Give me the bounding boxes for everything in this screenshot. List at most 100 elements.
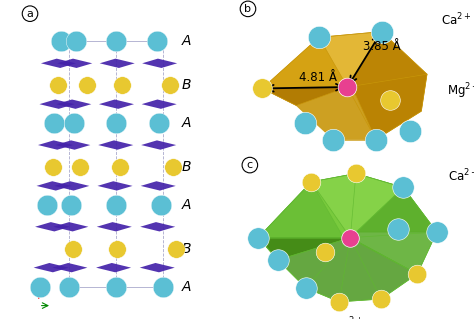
Point	[112, 39, 120, 44]
Text: A: A	[182, 280, 191, 293]
Point	[83, 83, 91, 88]
Polygon shape	[311, 174, 403, 238]
Text: A: A	[182, 116, 191, 130]
Polygon shape	[258, 238, 417, 302]
Point	[386, 97, 394, 102]
Point	[344, 85, 351, 90]
Polygon shape	[262, 37, 347, 88]
Point	[302, 286, 310, 291]
Point	[68, 202, 75, 207]
Polygon shape	[97, 222, 132, 232]
Polygon shape	[55, 140, 91, 150]
Polygon shape	[140, 222, 175, 232]
Point	[378, 29, 385, 34]
Point	[346, 235, 354, 240]
Point	[36, 284, 44, 289]
Point	[258, 86, 266, 91]
Polygon shape	[39, 100, 74, 109]
Polygon shape	[258, 238, 350, 260]
Polygon shape	[262, 74, 427, 140]
Point	[76, 164, 84, 169]
Point	[69, 246, 77, 251]
Polygon shape	[99, 100, 134, 109]
Text: b: b	[245, 4, 252, 14]
Point	[377, 297, 385, 302]
Polygon shape	[258, 182, 350, 238]
Point	[43, 202, 51, 207]
Polygon shape	[35, 222, 70, 232]
Point	[116, 164, 124, 169]
Text: B: B	[182, 242, 191, 256]
Polygon shape	[262, 87, 347, 106]
Text: A: A	[182, 198, 191, 212]
Point	[255, 235, 262, 240]
Polygon shape	[262, 32, 427, 88]
Polygon shape	[98, 140, 133, 150]
Point	[157, 202, 164, 207]
Text: 3.85 Å: 3.85 Å	[363, 40, 401, 53]
Polygon shape	[140, 263, 175, 272]
Point	[70, 121, 77, 126]
Point	[155, 121, 163, 126]
Text: A: A	[182, 34, 191, 48]
Polygon shape	[34, 263, 69, 272]
Point	[433, 230, 441, 235]
Point	[308, 179, 315, 184]
Point	[169, 164, 177, 169]
Text: B: B	[182, 160, 191, 174]
Text: Ca$^{2+}$: Ca$^{2+}$	[448, 168, 474, 185]
Polygon shape	[41, 59, 76, 68]
Point	[112, 284, 120, 289]
Polygon shape	[350, 188, 437, 274]
Point	[413, 271, 421, 277]
Text: a: a	[27, 9, 34, 19]
Polygon shape	[100, 59, 135, 68]
Point	[406, 129, 414, 134]
Polygon shape	[36, 181, 72, 190]
Polygon shape	[141, 140, 176, 150]
Polygon shape	[55, 181, 89, 190]
Text: Mg$^{2+}$: Mg$^{2+}$	[447, 81, 474, 101]
Point	[113, 246, 121, 251]
Polygon shape	[347, 32, 427, 140]
Point	[153, 39, 161, 44]
Point	[49, 164, 57, 169]
Point	[57, 39, 64, 44]
Point	[329, 137, 337, 142]
Point	[112, 202, 120, 207]
Point	[274, 257, 282, 263]
Polygon shape	[57, 59, 92, 68]
Text: c: c	[247, 160, 253, 170]
Point	[166, 83, 174, 88]
Text: Ca$^{2+}$: Ca$^{2+}$	[441, 12, 472, 28]
Point	[118, 83, 126, 88]
Polygon shape	[142, 59, 177, 68]
Polygon shape	[38, 140, 73, 150]
Point	[352, 171, 360, 176]
Polygon shape	[141, 181, 176, 190]
Point	[54, 83, 62, 88]
Point	[400, 185, 407, 190]
Point	[301, 120, 309, 125]
Polygon shape	[96, 263, 131, 272]
Point	[372, 137, 380, 142]
Point	[72, 39, 79, 44]
Point	[321, 249, 329, 254]
Point	[50, 121, 58, 126]
Text: 4.81 Å: 4.81 Å	[299, 71, 337, 84]
Point	[65, 284, 73, 289]
Point	[394, 227, 401, 232]
Text: Mg$^{2+}$: Mg$^{2+}$	[331, 316, 364, 319]
Point	[159, 284, 167, 289]
Polygon shape	[98, 181, 133, 190]
Point	[315, 35, 323, 40]
Polygon shape	[142, 100, 177, 109]
Polygon shape	[258, 174, 437, 238]
Point	[112, 121, 120, 126]
Point	[336, 299, 343, 304]
Polygon shape	[56, 100, 91, 109]
Text: B: B	[182, 78, 191, 92]
Polygon shape	[52, 263, 87, 272]
Polygon shape	[54, 222, 88, 232]
Point	[172, 246, 180, 251]
